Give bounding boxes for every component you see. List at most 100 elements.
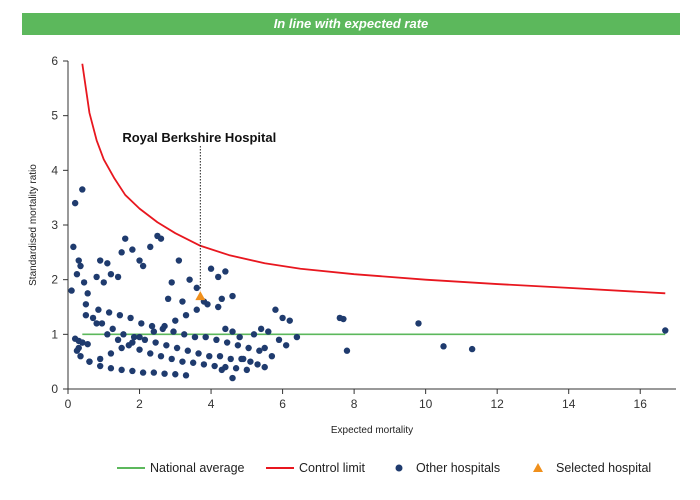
selected-hospital-point [195,291,206,301]
other-hospital-point [179,298,186,305]
other-hospital-point [164,295,172,302]
x-tick-label: 12 [490,397,504,411]
other-hospital-point [186,276,193,283]
other-hospital-point [84,290,91,297]
other-hospital-point [118,344,125,352]
other-hospital-point [77,262,84,270]
other-hospital-point [100,279,107,286]
x-tick-label: 6 [279,397,286,411]
other-hospital-point [215,273,222,281]
y-tick-label: 6 [51,54,58,68]
other-hospital-point [184,347,192,354]
other-hospital-point [82,312,90,319]
other-hospital-point [175,257,183,264]
other-hospital-point [223,339,231,346]
other-hospital-point [79,339,86,346]
y-tick-label: 4 [51,163,58,177]
other-hospital-point [265,328,272,335]
other-hospital-point [218,295,225,302]
other-hospital-point [254,361,261,368]
other-hospital-point [89,314,97,322]
other-hospital-point [159,325,166,333]
other-hospital-point [104,331,111,338]
other-hospital-point [104,260,111,267]
other-hospital-point [84,340,91,348]
y-tick-label: 3 [51,218,58,232]
status-banner: In line with expected rate [22,13,680,35]
legend: National average Control limit Other hos… [117,461,651,475]
other-hospital-point [107,350,115,357]
other-hospital-point [80,279,88,286]
other-hospital-point [415,320,422,327]
other-hospital-point [75,257,82,264]
other-hospital-point [96,362,104,370]
other-hospital-point [136,346,143,353]
other-hospital-point [107,365,115,372]
other-hospital-point [139,369,147,376]
x-tick-label: 2 [136,397,143,411]
annotation-label: Royal Berkshire Hospital [122,130,276,145]
legend-control-label: Control limit [299,461,366,475]
other-hospital-point [109,325,116,333]
y-tick-label: 5 [51,109,58,123]
other-hospital-point [340,315,347,323]
other-hospital-point [73,347,81,354]
other-hospital-point [257,325,265,333]
other-hospital-point [218,366,225,374]
other-hospital-point [261,363,268,371]
other-hospital-point [150,369,158,376]
other-hospital-point [77,353,84,360]
other-hospital-point [71,199,79,207]
other-hospital-point [173,344,181,352]
annotation: Royal Berkshire Hospital [122,130,276,291]
legend-national-label: National average [150,461,245,475]
other-hospital-point [191,333,199,341]
other-hospital-point [161,370,168,377]
other-hospital-point [232,365,240,372]
other-hospital-point [181,331,188,338]
other-hospital-point [189,359,197,366]
other-hospital-point [207,265,215,272]
other-hospital-point [122,235,129,242]
other-hospital-point [247,358,254,365]
other-hospital-point [148,322,156,330]
other-hospital-point [129,367,136,375]
other-hospital-point [93,273,100,281]
other-hospital-point [234,342,242,349]
other-hospital-point [116,312,124,319]
other-hospital-point [152,339,159,346]
other-hospital-point [163,342,170,349]
other-hospital-point [261,344,268,352]
other-hospital-point [229,292,236,300]
other-hospital-point [93,320,100,327]
other-hospital-point [172,317,179,324]
other-hospital-point [182,372,190,379]
legend-other-label: Other hospitals [416,461,500,475]
x-tick-label: 14 [562,397,576,411]
other-hospital-point [662,327,669,334]
x-tick-label: 8 [351,397,358,411]
lines-layer [81,63,666,336]
other-hospital-point [245,344,252,352]
x-tick-label: 0 [65,397,72,411]
other-hospital-point [107,271,115,278]
other-hospital-point [215,303,222,311]
other-hospital-point [272,306,279,313]
other-hospital-point [216,353,224,360]
points-layer [68,186,669,382]
other-hospital-point [282,342,290,349]
legend-selected-swatch [533,463,543,472]
other-hospital-point [95,306,102,313]
x-tick-label: 4 [208,397,215,411]
other-hospital-point [139,262,147,270]
other-hospital-point [275,336,283,343]
other-hospital-point [211,362,218,370]
other-hospital-point [213,336,220,343]
y-tick-label: 2 [51,273,58,287]
other-hospital-point [236,333,243,341]
other-hospital-point [79,186,86,193]
other-hospital-point [256,347,263,354]
other-hospital-point [73,271,81,278]
x-tick-label: 10 [419,397,433,411]
other-hospital-point [118,366,125,374]
